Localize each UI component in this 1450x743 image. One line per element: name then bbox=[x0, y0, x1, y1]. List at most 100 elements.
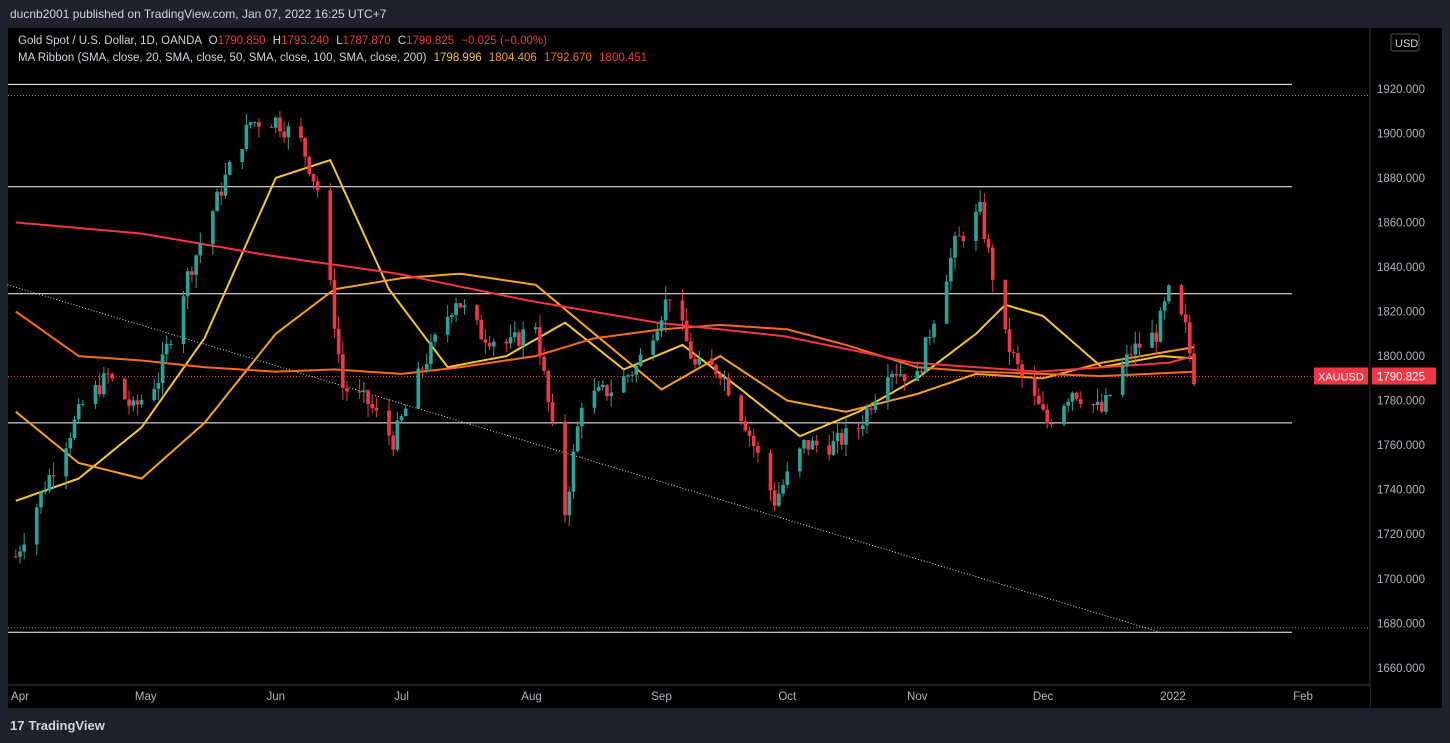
candle-body[interactable] bbox=[370, 404, 374, 409]
candle-body[interactable] bbox=[697, 358, 702, 365]
candle-body[interactable] bbox=[1104, 394, 1108, 412]
symbol-legend[interactable]: Gold Spot / U.S. Dollar, 1D, OANDA O1790… bbox=[18, 35, 547, 47]
candle-body[interactable] bbox=[454, 303, 458, 316]
candle-body[interactable] bbox=[416, 368, 421, 409]
candle-body[interactable] bbox=[810, 440, 815, 450]
candle-body[interactable] bbox=[596, 386, 601, 391]
candle-body[interactable] bbox=[152, 388, 156, 401]
candle-body[interactable] bbox=[1137, 343, 1142, 348]
candle-body[interactable] bbox=[1108, 394, 1112, 396]
candle-body[interactable] bbox=[785, 471, 790, 485]
candle-body[interactable] bbox=[957, 235, 961, 237]
candle-body[interactable] bbox=[1129, 354, 1133, 356]
candle-body[interactable] bbox=[102, 373, 106, 395]
candle-body[interactable] bbox=[1032, 377, 1037, 396]
candle-body[interactable] bbox=[273, 117, 278, 128]
candle-body[interactable] bbox=[1133, 343, 1138, 355]
candle-body[interactable] bbox=[663, 299, 668, 321]
candle-body[interactable] bbox=[336, 328, 341, 355]
candle-body[interactable] bbox=[269, 126, 274, 128]
candle-body[interactable] bbox=[798, 448, 802, 472]
candle-body[interactable] bbox=[722, 377, 727, 379]
candle-body[interactable] bbox=[315, 181, 320, 191]
candle-body[interactable] bbox=[252, 122, 257, 124]
candle-body[interactable] bbox=[1187, 322, 1192, 354]
candle-body[interactable] bbox=[772, 490, 777, 506]
candle-body[interactable] bbox=[391, 435, 395, 450]
candle-body[interactable] bbox=[64, 448, 68, 477]
candle-body[interactable] bbox=[890, 373, 894, 378]
candle-body[interactable] bbox=[198, 244, 203, 256]
candle-body[interactable] bbox=[194, 255, 198, 275]
candle-body[interactable] bbox=[332, 280, 337, 329]
candle-body[interactable] bbox=[51, 475, 56, 477]
candle-body[interactable] bbox=[420, 368, 425, 370]
candle-body[interactable] bbox=[47, 475, 52, 491]
candle-body[interactable] bbox=[1162, 301, 1167, 311]
candle-body[interactable] bbox=[299, 126, 303, 138]
candle-body[interactable] bbox=[609, 392, 613, 397]
candle-body[interactable] bbox=[244, 124, 249, 150]
candle-body[interactable] bbox=[659, 320, 664, 332]
candle-body[interactable] bbox=[626, 375, 630, 377]
candle-body[interactable] bbox=[475, 305, 479, 320]
candle-body[interactable] bbox=[1158, 310, 1163, 342]
candle-body[interactable] bbox=[223, 174, 228, 196]
candle-body[interactable] bbox=[860, 425, 865, 430]
candle-body[interactable] bbox=[1183, 314, 1188, 323]
candle-body[interactable] bbox=[215, 191, 219, 212]
candle-body[interactable] bbox=[219, 191, 224, 196]
candle-body[interactable] bbox=[181, 296, 186, 344]
candle-body[interactable] bbox=[106, 373, 110, 375]
candle-body[interactable] bbox=[814, 440, 819, 446]
ma-line-sma-20[interactable] bbox=[15, 158, 1195, 502]
candle-body[interactable] bbox=[1091, 403, 1096, 406]
candle-body[interactable] bbox=[747, 430, 752, 436]
candle-body[interactable] bbox=[487, 342, 492, 347]
candle-body[interactable] bbox=[580, 407, 584, 427]
candle-body[interactable] bbox=[341, 354, 345, 389]
candle-body[interactable] bbox=[533, 327, 538, 330]
candle-body[interactable] bbox=[248, 122, 253, 125]
candle-body[interactable] bbox=[160, 354, 165, 383]
candle-body[interactable] bbox=[605, 384, 609, 397]
candle-body[interactable] bbox=[311, 174, 316, 182]
candle-body[interactable] bbox=[34, 507, 39, 545]
candle-body[interactable] bbox=[873, 401, 878, 410]
candle-body[interactable] bbox=[450, 315, 454, 318]
candle-body[interactable] bbox=[190, 271, 194, 275]
candle-body[interactable] bbox=[123, 378, 127, 400]
candle-body[interactable] bbox=[362, 390, 366, 392]
candle-body[interactable] bbox=[601, 384, 605, 387]
candle-body[interactable] bbox=[1003, 279, 1008, 330]
candle-body[interactable] bbox=[185, 271, 190, 297]
candle-body[interactable] bbox=[127, 399, 131, 406]
candle-body[interactable] bbox=[1167, 285, 1171, 302]
candle-body[interactable] bbox=[932, 323, 936, 338]
candle-body[interactable] bbox=[164, 344, 169, 355]
candle-body[interactable] bbox=[710, 358, 714, 366]
candle-body[interactable] bbox=[72, 419, 77, 439]
candle-body[interactable] bbox=[944, 281, 949, 324]
candle-body[interactable] bbox=[768, 452, 773, 491]
candle-body[interactable] bbox=[919, 370, 924, 373]
candle-body[interactable] bbox=[953, 235, 957, 258]
candle-body[interactable] bbox=[227, 161, 232, 175]
candle-body[interactable] bbox=[974, 211, 978, 241]
candle-body[interactable] bbox=[1037, 395, 1041, 405]
candle-body[interactable] bbox=[374, 408, 379, 411]
candle-body[interactable] bbox=[521, 329, 525, 346]
candle-body[interactable] bbox=[278, 117, 282, 132]
candle-body[interactable] bbox=[902, 374, 907, 381]
candle-body[interactable] bbox=[915, 370, 920, 381]
candle-body[interactable] bbox=[575, 426, 580, 452]
candle-body[interactable] bbox=[504, 341, 509, 344]
candle-body[interactable] bbox=[751, 435, 756, 446]
candle-body[interactable] bbox=[508, 337, 513, 344]
candle-body[interactable] bbox=[1150, 332, 1154, 348]
candle-body[interactable] bbox=[886, 377, 890, 402]
candle-body[interactable] bbox=[802, 439, 806, 449]
candle-body[interactable] bbox=[630, 374, 634, 376]
candle-body[interactable] bbox=[68, 438, 73, 449]
candle-body[interactable] bbox=[689, 341, 693, 359]
